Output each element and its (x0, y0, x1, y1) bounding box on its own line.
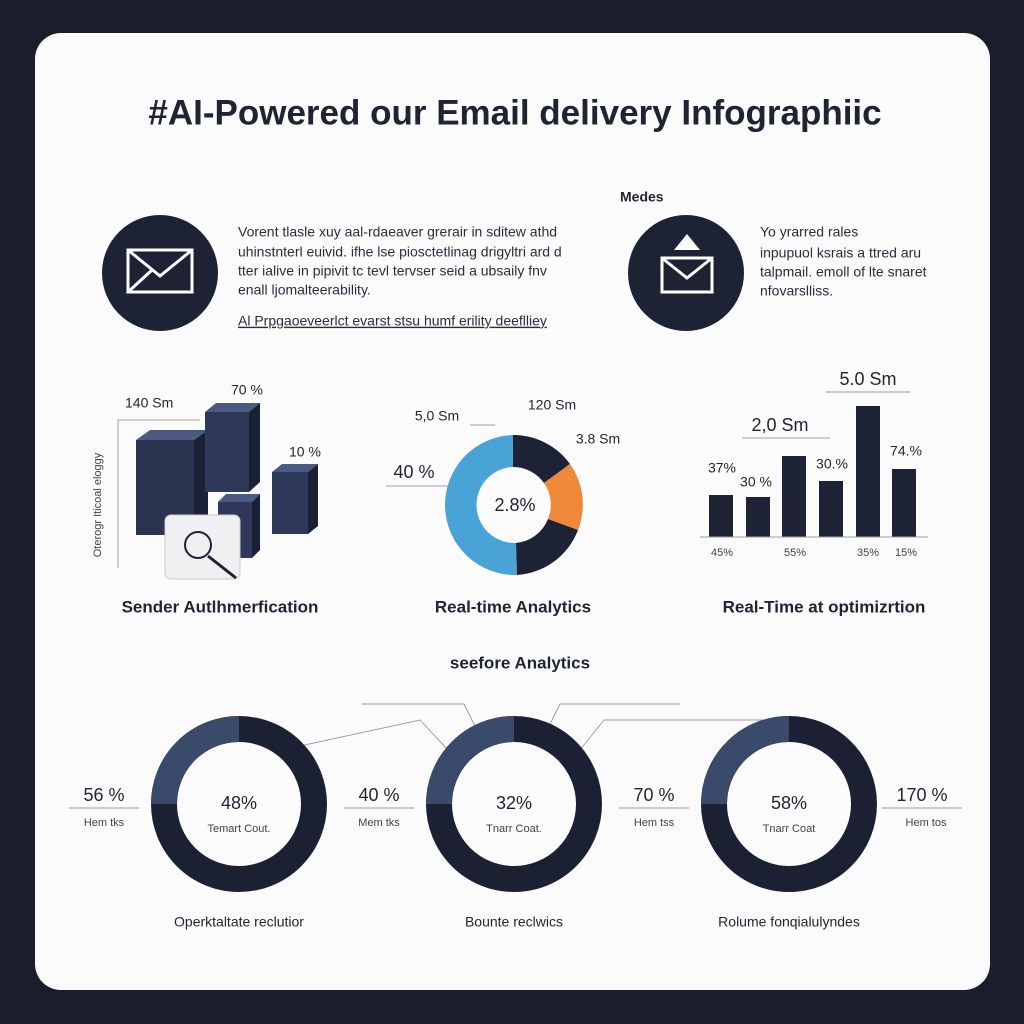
ring-center: 58% (771, 793, 807, 813)
body-text: tter ialive in pipivit tc tevl tervser s… (238, 263, 547, 279)
side-value: 56 % (83, 785, 124, 805)
axis-label: Oterogr Iticoal eloggy (92, 452, 104, 557)
ring-segment (701, 716, 790, 805)
side-label: Hem tos (906, 817, 947, 829)
connectors (299, 703, 770, 751)
ring-sub: Tnarr Coat (763, 823, 816, 835)
ring-sub: Temart Cout. (208, 823, 271, 835)
axis-label: 15% (895, 547, 917, 559)
panel-label: 30 % (740, 474, 772, 490)
bar-illustration (700, 391, 928, 538)
panel-label: 5.0 Sm (839, 369, 896, 389)
side-value: 170 % (896, 785, 947, 805)
caption: Rolume fonqialulyndes (718, 914, 860, 930)
body-text: Yo yrarred rales (760, 224, 858, 240)
panel-label: 40 % (393, 462, 434, 482)
ring-center: 48% (221, 793, 257, 813)
link[interactable]: Al Prpgaoeveerlct evarst stsu humf erili… (238, 313, 547, 329)
body-text: talpmail. emoll of lte snaret (760, 264, 927, 280)
title: #AI-Powered our Email delivery Infograph… (148, 93, 881, 132)
caption: Real-time Analytics (435, 597, 591, 616)
caption: Real-Time at optimizrtion (723, 597, 926, 616)
caption: Sender Autlhmerfication (122, 597, 319, 616)
donut-illustration (386, 424, 583, 576)
body-text: Vorent tlasle xuy aal-rdaeaver grerair i… (238, 224, 557, 240)
side-label: Hem tss (634, 817, 675, 829)
panel-label: 140 Sm (125, 395, 173, 411)
heading: seefore Analytics (450, 653, 590, 672)
axis-label: 35% (857, 547, 879, 559)
ring-segment (426, 716, 515, 805)
panel-label: 30.% (816, 456, 848, 472)
side-value: 40 % (358, 785, 399, 805)
panel-label: 37% (708, 460, 736, 476)
caption: Bounte reclwics (465, 914, 563, 930)
panel-label: 120 Sm (528, 397, 576, 413)
caption: Operktaltate reclutior (174, 914, 304, 930)
axis-label: 55% (784, 547, 806, 559)
side-label: Hem tks (84, 817, 125, 829)
body-text: uhinstnterl euivid. ifhe lse piosctetlin… (238, 244, 562, 260)
ring-center: 32% (496, 793, 532, 813)
email-icon (628, 215, 744, 331)
side-label: Mem tks (358, 817, 400, 829)
body-text: nfovarslliss. (760, 283, 833, 299)
axis-label: 45% (711, 547, 733, 559)
panel-label: 5,0 Sm (415, 408, 459, 424)
panel-label: 74.% (890, 443, 922, 459)
donut-center: 2.8% (494, 495, 535, 515)
panel-label: 2,0 Sm (751, 415, 808, 435)
body-text: enall ljomalteerability. (238, 282, 371, 298)
panel-label: 3.8 Sm (576, 431, 620, 447)
body-text: inpupuol ksrais a ttred aru (760, 245, 921, 261)
side-value: 70 % (633, 785, 674, 805)
panel-label: 10 % (289, 444, 321, 460)
panel-label: 70 % (231, 382, 263, 398)
ring-sub: Tnarr Coat. (486, 823, 542, 835)
cube-illustration (117, 403, 318, 580)
heading: Medes (620, 189, 664, 205)
ring-segment (151, 716, 240, 805)
email-icon (102, 215, 218, 331)
